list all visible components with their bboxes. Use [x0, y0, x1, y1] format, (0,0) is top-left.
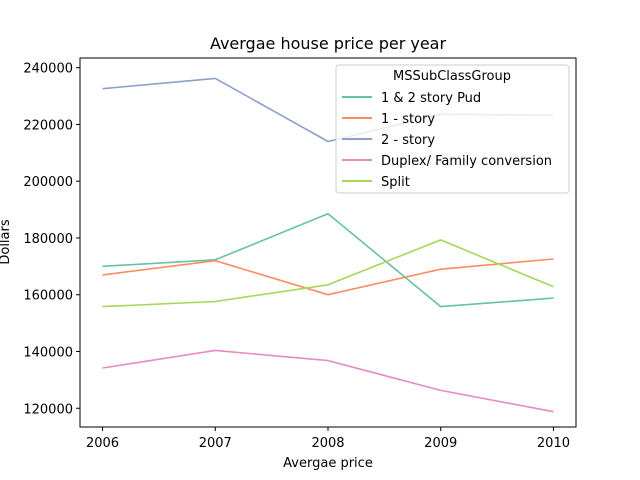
series-line [102, 349, 554, 413]
y-tick-label: 240000 [23, 62, 73, 77]
y-axis: 120000 140000 160000 180000 200000 220000 2400… [23, 62, 80, 417]
legend-label: Duplex/ Family conversion [381, 154, 552, 169]
chart-title: Avergae house price per year [210, 34, 447, 53]
x-axis: 2006 2007 2008 2009 2010 [86, 427, 570, 451]
series-line [102, 239, 554, 308]
legend-entry: 1 - story [342, 112, 435, 127]
y-axis-label: Dollars [0, 219, 13, 264]
y-tick-label: 180000 [23, 232, 73, 247]
legend-title: MSSubClassGroup [393, 69, 511, 84]
legend-entry: 2 - story [342, 133, 435, 148]
series-line [102, 258, 554, 296]
legend-label: 1 - story [381, 112, 435, 127]
legend-frame [335, 64, 570, 194]
x-tick-label: 2006 [86, 436, 119, 451]
y-tick-label: 160000 [23, 289, 73, 304]
legend-label: 1 & 2 story Pud [381, 91, 481, 106]
x-tick-label: 2007 [199, 436, 232, 451]
x-axis-label: Avergae price [283, 456, 373, 471]
legend-entry: Duplex/ Family conversion [342, 154, 552, 169]
x-tick-label: 2009 [424, 436, 457, 451]
legend: MSSubClassGroup 1 & 2 story Pud 1 - stor… [335, 64, 570, 194]
x-tick-label: 2010 [537, 436, 570, 451]
y-tick-label: 140000 [23, 345, 73, 360]
legend-entry: Split [342, 175, 410, 190]
series-line [102, 213, 554, 308]
y-tick-label: 220000 [23, 118, 73, 133]
y-tick-label: 200000 [23, 175, 73, 190]
x-tick-label: 2008 [311, 436, 344, 451]
legend-entry: 1 & 2 story Pud [342, 91, 481, 106]
legend-label: 2 - story [381, 133, 435, 148]
y-tick-label: 120000 [23, 402, 73, 417]
legend-label: Split [381, 175, 410, 190]
